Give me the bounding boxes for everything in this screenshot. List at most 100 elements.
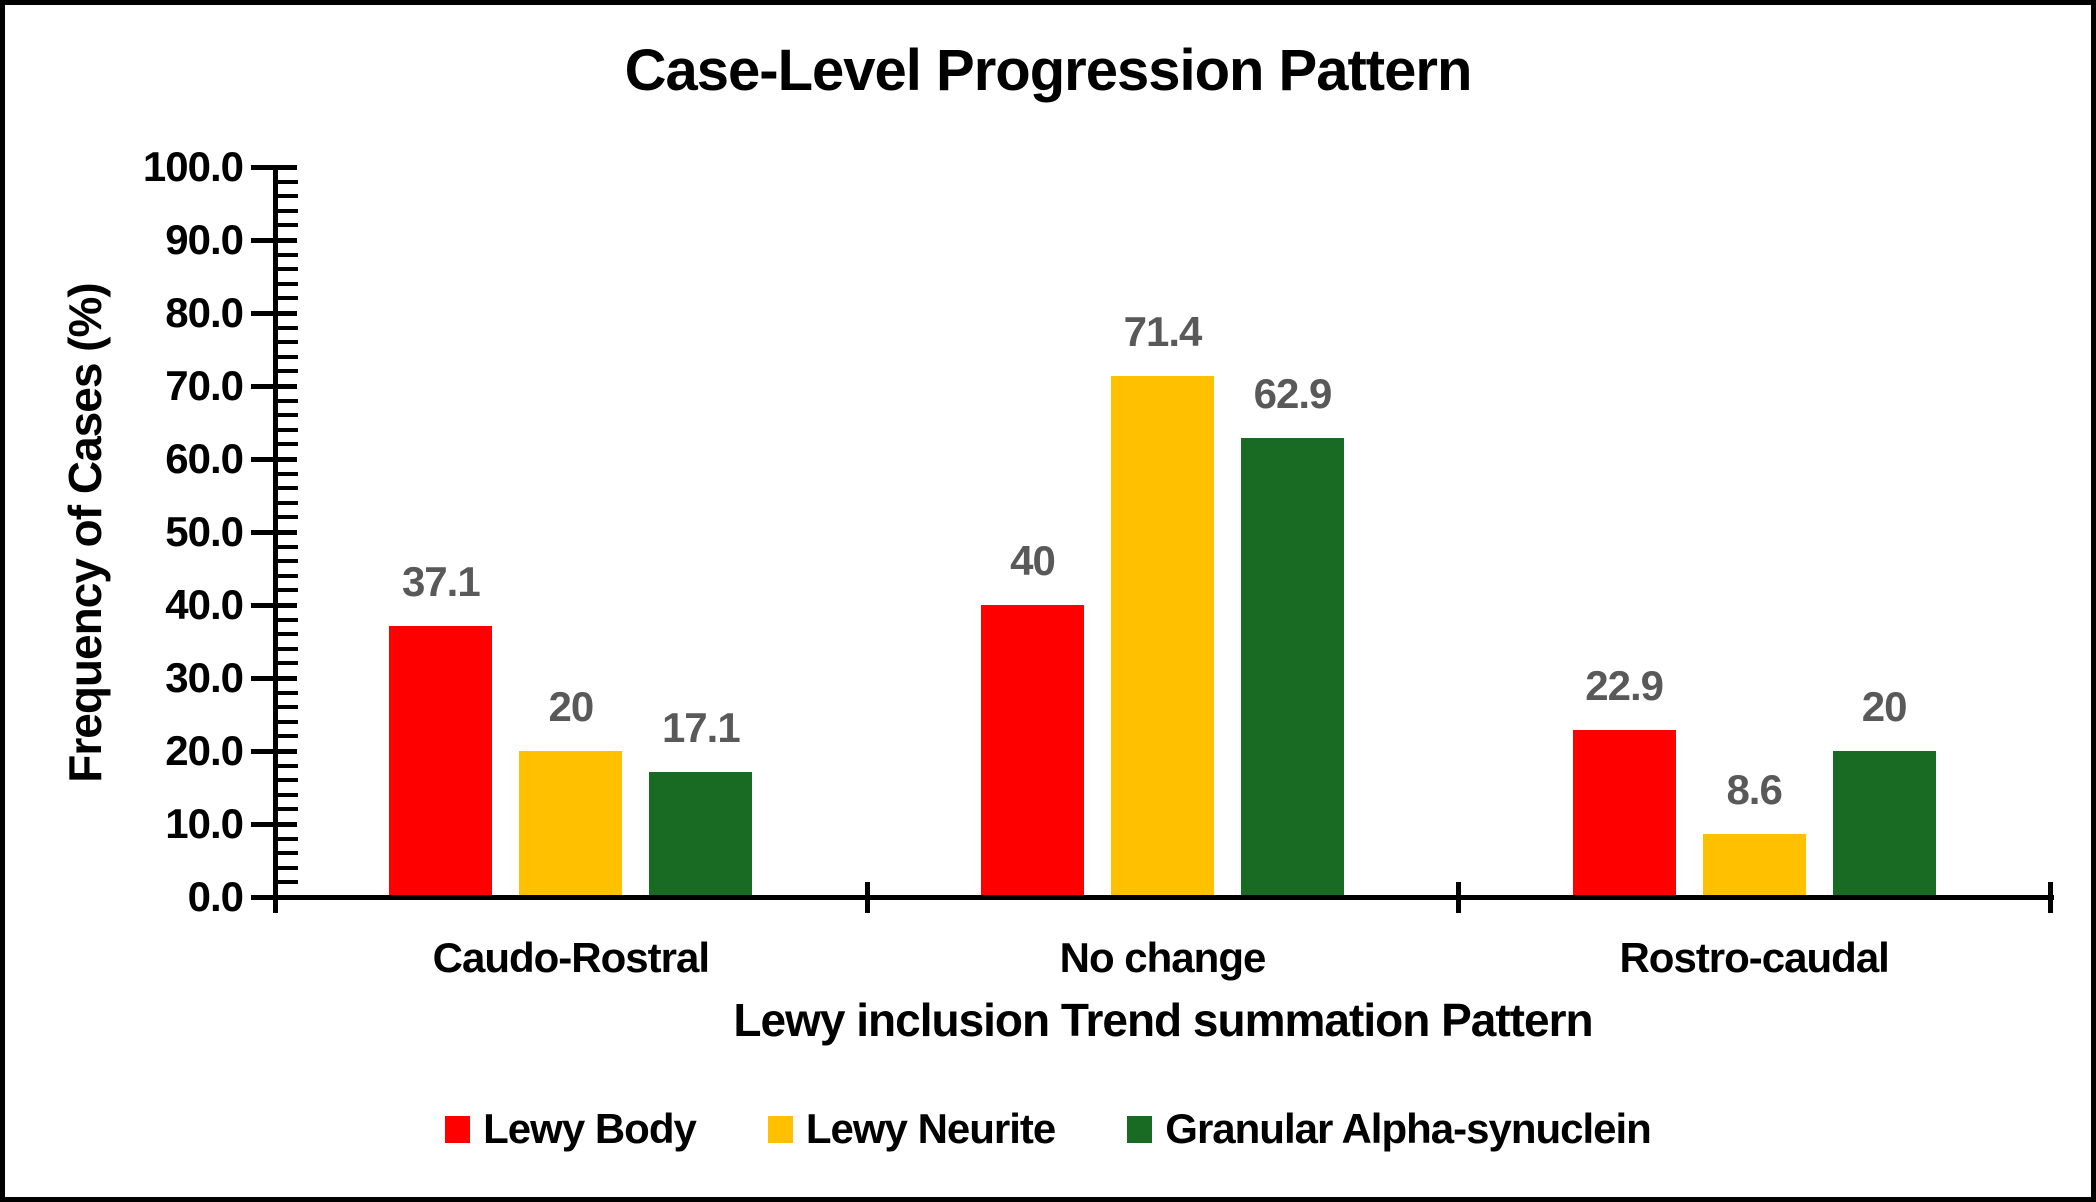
y-major-tick [251, 603, 297, 608]
y-minor-tick [277, 851, 298, 856]
category-label-caudo-rostral: Caudo-Rostral [432, 934, 710, 981]
y-tick-label: 0.0 [187, 873, 244, 920]
bar-lewy-neurite-caudo-rostral [519, 751, 623, 897]
y-minor-tick [277, 179, 298, 184]
category-label-no-change: No change [1059, 934, 1267, 981]
y-major-tick [251, 676, 297, 681]
y-minor-tick [277, 661, 298, 666]
legend-label: Lewy Body [483, 1105, 697, 1152]
y-tick-label: 60.0 [165, 435, 244, 482]
x-boundary-tick [2048, 882, 2053, 913]
y-minor-tick [277, 690, 298, 695]
y-minor-tick [277, 369, 298, 374]
y-tick-label: 20.0 [165, 727, 244, 774]
legend: Lewy Body Lewy Neurite Granular Alpha-sy… [5, 1105, 2091, 1153]
bar-value-label: 62.9 [1253, 369, 1333, 417]
y-minor-tick [277, 515, 298, 520]
y-minor-tick [277, 296, 298, 301]
y-major-tick [251, 384, 297, 389]
y-major-tick [251, 749, 297, 754]
y-minor-tick [277, 208, 298, 213]
chart-title: Case-Level Progression Pattern [624, 38, 1473, 103]
bar-lewy-neurite-no-change [1111, 375, 1214, 897]
x-boundary-tick [1456, 882, 1462, 913]
y-minor-tick [277, 734, 298, 739]
x-axis-line [273, 895, 2054, 900]
y-tick-label: 70.0 [165, 362, 244, 409]
y-minor-tick [277, 427, 298, 432]
bar-granular-alpha-synuclein-no-change [1241, 437, 1344, 897]
plot-area: 37.1 40 22.9 20 71.4 8.6 17.1 62.9 20 0.0 10.0 20.0… [5, 5, 2091, 1197]
y-minor-tick [277, 486, 298, 491]
bar-value-label: 8.6 [1726, 766, 1782, 814]
x-axis-title: Lewy inclusion Trend summation Pattern [733, 994, 1593, 1046]
y-minor-tick [277, 325, 298, 330]
y-minor-tick [277, 559, 298, 564]
y-minor-tick [277, 646, 298, 651]
y-minor-tick [277, 588, 298, 593]
y-major-tick [251, 822, 297, 827]
bar-value-label: 22.9 [1585, 661, 1664, 709]
y-tick-label: 100.0 [142, 143, 244, 190]
y-minor-tick [277, 792, 298, 797]
bar-lewy-body-rostro-caudal [1572, 729, 1676, 897]
y-minor-tick [277, 705, 298, 710]
y-tick-label: 50.0 [165, 508, 244, 555]
y-tick-label: 30.0 [165, 654, 244, 701]
y-minor-tick [277, 865, 298, 870]
bar-value-label: 71.4 [1123, 307, 1203, 355]
y-minor-tick [277, 778, 298, 783]
y-major-tick [251, 165, 297, 170]
y-minor-tick [277, 413, 298, 418]
y-tick-label: 10.0 [165, 800, 244, 847]
y-tick-label: 90.0 [165, 216, 244, 263]
y-minor-tick [277, 340, 298, 345]
x-boundary-tick [273, 882, 278, 913]
legend-item-lewy-body: Lewy Body [445, 1105, 697, 1153]
y-axis-title: Frequency of Cases (%) [59, 283, 111, 783]
granular-alpha-synuclein-swatch-icon [1127, 1115, 1153, 1143]
legend-item-lewy-neurite: Lewy Neurite [767, 1105, 1056, 1153]
y-minor-tick [277, 471, 298, 476]
y-minor-tick [277, 544, 298, 549]
y-minor-tick [277, 500, 298, 505]
y-minor-tick [277, 223, 298, 228]
y-major-tick [251, 530, 297, 535]
bar-value-label: 20 [548, 683, 594, 730]
legend-label: Granular Alpha-synuclein [1165, 1105, 1652, 1152]
y-major-tick [251, 238, 297, 243]
y-tick-label: 40.0 [165, 581, 244, 628]
y-minor-tick [277, 763, 298, 768]
bar-granular-alpha-synuclein-caudo-rostral [649, 772, 753, 897]
x-boundary-tick [864, 882, 870, 913]
y-minor-tick [277, 836, 298, 841]
y-minor-tick [277, 880, 298, 885]
bar-lewy-neurite-rostro-caudal [1702, 834, 1806, 897]
legend-label: Lewy Neurite [805, 1105, 1056, 1152]
y-minor-tick [277, 617, 298, 622]
y-tick-label: 80.0 [165, 289, 244, 336]
bar-value-label: 40 [1010, 537, 1056, 584]
y-major-tick [251, 311, 297, 316]
y-major-tick [251, 457, 297, 462]
y-minor-tick [277, 267, 298, 272]
bar-value-label: 17.1 [661, 704, 741, 752]
lewy-neurite-swatch-icon [767, 1115, 793, 1143]
y-minor-tick [277, 573, 298, 578]
bar-lewy-body-no-change [981, 605, 1084, 897]
lewy-body-swatch-icon [445, 1115, 471, 1143]
category-label-rostro-caudal: Rostro-caudal [1619, 934, 1889, 981]
y-minor-tick [277, 719, 298, 724]
bar-lewy-body-caudo-rostral [389, 626, 493, 897]
y-minor-tick [277, 632, 298, 637]
legend-item-granular-alpha-synuclein: Granular Alpha-synuclein [1127, 1105, 1652, 1153]
y-minor-tick [277, 281, 298, 286]
y-minor-tick [277, 398, 298, 403]
y-minor-tick [277, 442, 298, 447]
y-minor-tick [277, 807, 298, 812]
y-minor-tick [277, 252, 298, 257]
bar-value-label: 20 [1861, 683, 1908, 730]
y-minor-tick [277, 354, 298, 359]
y-minor-tick [277, 194, 298, 199]
